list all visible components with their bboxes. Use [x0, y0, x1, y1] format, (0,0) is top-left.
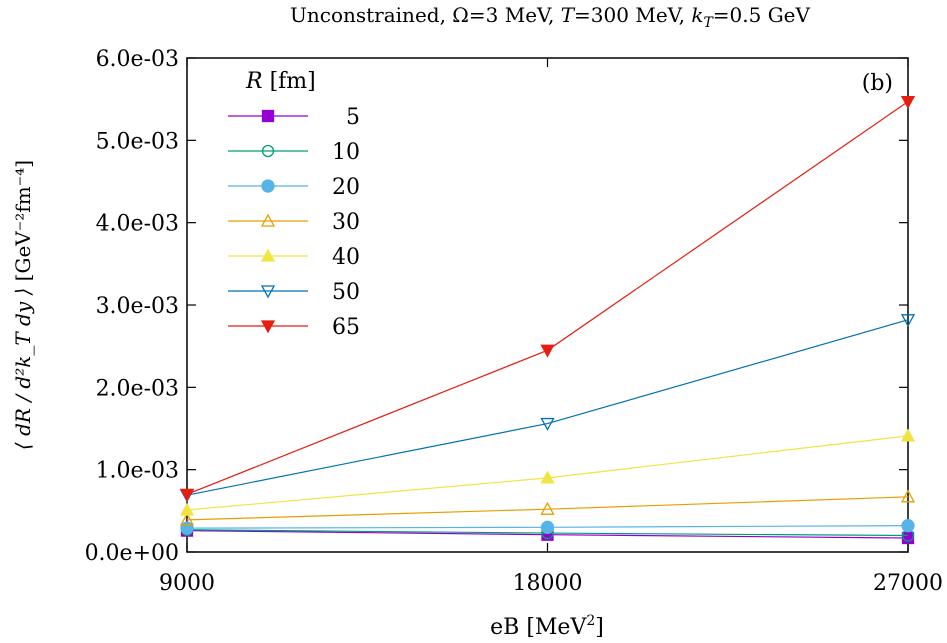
legend-entry-30: 30 — [228, 210, 360, 235]
y-tick-label: 0.0e+00 — [85, 541, 179, 566]
data-point — [179, 488, 195, 502]
legend-entry-65: 65 — [228, 315, 360, 340]
x-tick-label: 27000 — [873, 571, 943, 596]
data-point — [901, 519, 915, 533]
panel-label: (b) — [862, 71, 893, 96]
data-point — [900, 489, 916, 503]
legend-entry-10: 10 — [228, 140, 360, 165]
data-point — [179, 512, 195, 526]
legend-label: 65 — [332, 315, 360, 340]
y-axis-label: ⟨ dR / d²k_T dy ⟩ [GeV⁻²fm⁻⁴] — [11, 160, 35, 450]
legend-entry-40: 40 — [228, 245, 360, 270]
series-line — [186, 101, 909, 495]
legend-label: 30 — [332, 210, 360, 235]
legend-marker — [261, 144, 275, 158]
series-line — [186, 496, 909, 521]
data-point — [540, 470, 555, 484]
y-tick-label: 5.0e-03 — [96, 129, 179, 154]
data-point — [900, 95, 916, 109]
series-30 — [179, 489, 916, 526]
series-65 — [179, 95, 916, 502]
y-tick-label: 1.0e-03 — [96, 459, 179, 484]
legend-label: 10 — [332, 140, 360, 165]
x-tick-label: 9000 — [159, 571, 215, 596]
data-point — [540, 520, 555, 534]
legend-marker — [260, 213, 276, 227]
data-point — [540, 501, 555, 515]
legend-marker — [260, 285, 276, 299]
y-tick-label: 2.0e-03 — [96, 376, 179, 401]
data-point — [900, 314, 916, 328]
legend-marker — [260, 248, 276, 262]
legend-marker — [261, 109, 275, 123]
legend-label: 50 — [332, 280, 360, 305]
legend-entry-20: 20 — [228, 175, 360, 200]
legend-entry-5: 5 — [228, 105, 360, 130]
series-40 — [179, 428, 916, 516]
data-point — [179, 502, 195, 516]
y-tick-label: 6.0e-03 — [96, 47, 179, 72]
x-tick-label: 18000 — [513, 571, 583, 596]
legend-marker — [261, 179, 275, 193]
chart-title: Unconstrained, Ω=3 MeV, T=300 MeV, kT=0.… — [290, 3, 811, 31]
legend-entry-50: 50 — [228, 280, 360, 305]
legend-label: 20 — [332, 175, 360, 200]
legend-title: R [fm] — [245, 69, 316, 94]
data-point — [540, 344, 555, 358]
data-point — [540, 417, 555, 431]
legend-label: 40 — [332, 245, 360, 270]
series-line — [186, 319, 909, 496]
legend-marker — [260, 320, 276, 334]
y-tick-label: 4.0e-03 — [96, 212, 179, 237]
y-tick-label: 3.0e-03 — [96, 294, 179, 319]
data-point — [900, 428, 916, 442]
legend-label: 5 — [346, 105, 360, 130]
x-axis-label: eB [MeV2] — [490, 613, 604, 640]
series-20 — [180, 519, 915, 535]
